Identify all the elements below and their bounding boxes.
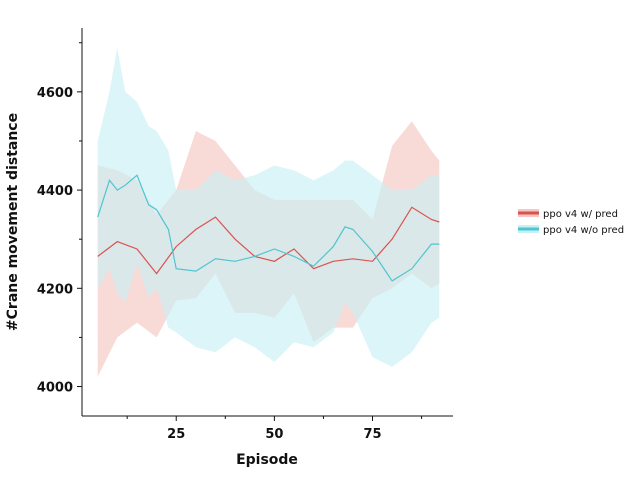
- x-axis-ticks: 25 50 75: [126, 416, 423, 442]
- series-lines: [97, 174, 440, 282]
- y-tick-label: 4400: [37, 184, 73, 199]
- y-tick-label: 4000: [37, 381, 73, 396]
- confidence-bands: [97, 47, 440, 377]
- x-tick-label: 25: [167, 427, 185, 442]
- legend: ppo v4 w/ pred ppo v4 w/o pred: [518, 209, 624, 236]
- x-tick-label: 50: [265, 427, 283, 442]
- x-axis-title: Episode: [236, 452, 298, 468]
- band-series-2: [97, 47, 440, 367]
- x-tick-label: 75: [363, 427, 381, 442]
- legend-label: ppo v4 w/ pred: [543, 209, 618, 220]
- line-series-2: [97, 174, 440, 282]
- y-axis-ticks: 4000 4200 4400 4600: [37, 42, 82, 396]
- y-axis-title: #Crane movement distance: [5, 113, 21, 331]
- y-tick-label: 4200: [37, 282, 73, 297]
- line-series-1: [97, 206, 440, 275]
- legend-label: ppo v4 w/o pred: [543, 225, 624, 236]
- y-tick-label: 4600: [37, 86, 73, 101]
